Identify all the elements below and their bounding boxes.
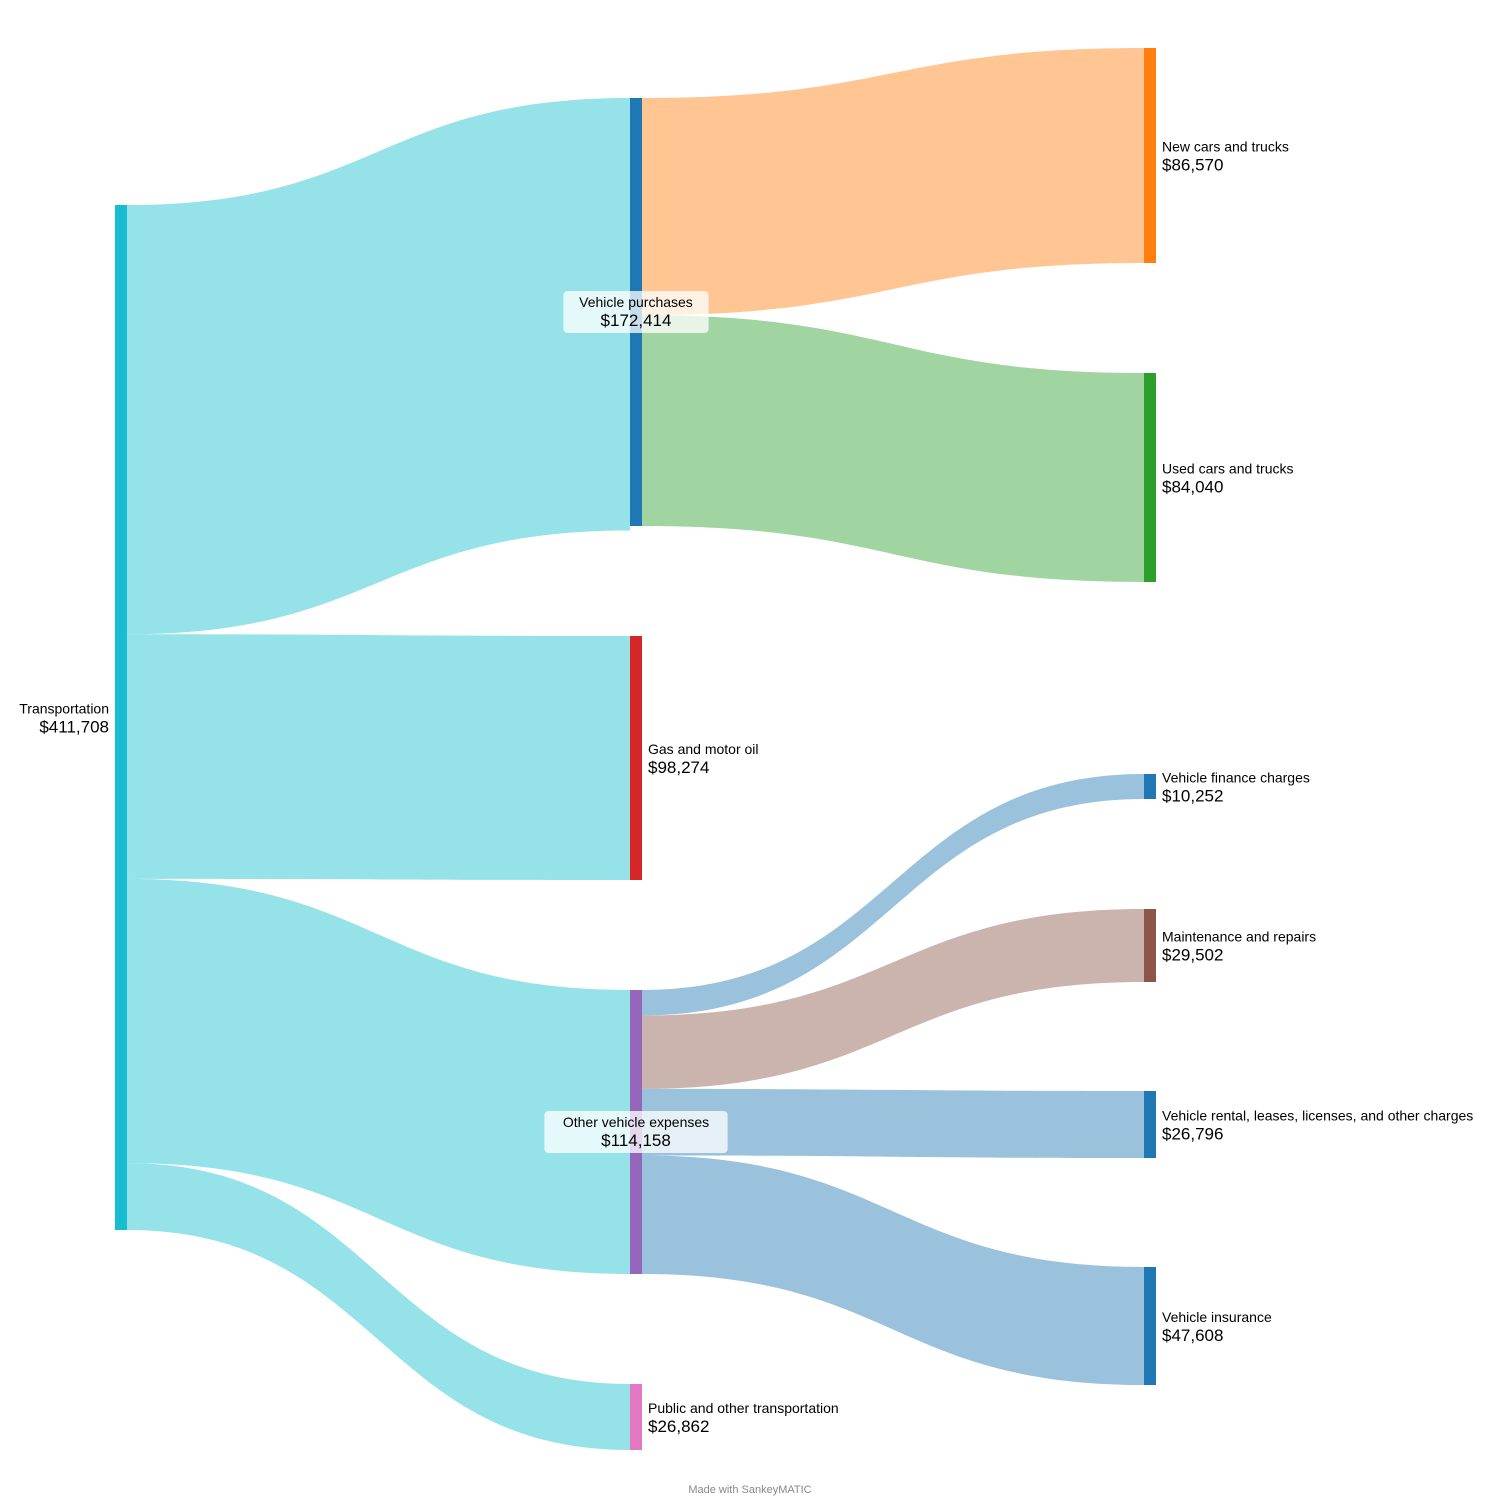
sankey-nodes	[115, 48, 1156, 1450]
node-label-other_vehicle: Other vehicle expenses	[563, 1114, 709, 1130]
node-new_cars	[1144, 48, 1156, 263]
node-insurance	[1144, 1267, 1156, 1385]
link-transportation-to-other_vehicle	[127, 878, 630, 1274]
node-value-finance: $10,252	[1162, 787, 1223, 806]
node-rental	[1144, 1091, 1156, 1158]
node-used_cars	[1144, 373, 1156, 582]
node-label-insurance: Vehicle insurance	[1162, 1309, 1272, 1325]
node-value-vehicle_purchases: $172,414	[601, 311, 672, 330]
node-value-rental: $26,796	[1162, 1125, 1223, 1144]
link-transportation-to-vehicle_purchases	[127, 98, 630, 635]
node-value-insurance: $47,608	[1162, 1326, 1223, 1345]
link-other_vehicle-to-finance	[642, 774, 1144, 1016]
node-gas	[630, 636, 642, 880]
node-label-gas: Gas and motor oil	[648, 741, 759, 757]
sankey-links	[127, 48, 1144, 1450]
node-label-public: Public and other transportation	[648, 1400, 839, 1416]
credit-text: Made with SankeyMATIC	[688, 1484, 812, 1496]
link-transportation-to-public	[127, 1163, 630, 1450]
link-vehicle_purchases-to-used_cars	[642, 315, 1144, 582]
label-background-other_vehicle	[544, 1111, 728, 1153]
node-label-rental: Vehicle rental, leases, licenses, and ot…	[1162, 1108, 1473, 1124]
node-value-other_vehicle: $114,158	[601, 1131, 671, 1150]
node-value-gas: $98,274	[648, 758, 709, 777]
link-other_vehicle-to-maintenance	[642, 909, 1144, 1089]
node-label-transportation: Transportation	[19, 701, 109, 717]
link-transportation-to-gas	[127, 634, 630, 880]
node-transportation	[115, 205, 127, 1230]
node-label-new_cars: New cars and trucks	[1162, 139, 1289, 155]
node-value-public: $26,862	[648, 1417, 709, 1436]
node-finance	[1144, 774, 1156, 799]
node-label-vehicle_purchases: Vehicle purchases	[579, 294, 693, 310]
node-label-used_cars: Used cars and trucks	[1162, 461, 1294, 477]
node-value-new_cars: $86,570	[1162, 156, 1223, 175]
link-other_vehicle-to-rental	[642, 1088, 1144, 1158]
link-other_vehicle-to-insurance	[642, 1155, 1144, 1385]
node-maintenance	[1144, 909, 1156, 982]
node-value-transportation: $411,708	[39, 718, 109, 737]
link-vehicle_purchases-to-new_cars	[642, 48, 1144, 316]
node-label-maintenance: Maintenance and repairs	[1162, 929, 1316, 945]
node-value-used_cars: $84,040	[1162, 478, 1223, 497]
label-background-vehicle_purchases	[563, 291, 709, 333]
node-value-maintenance: $29,502	[1162, 946, 1223, 965]
node-public	[630, 1384, 642, 1450]
node-label-finance: Vehicle finance charges	[1162, 770, 1310, 786]
